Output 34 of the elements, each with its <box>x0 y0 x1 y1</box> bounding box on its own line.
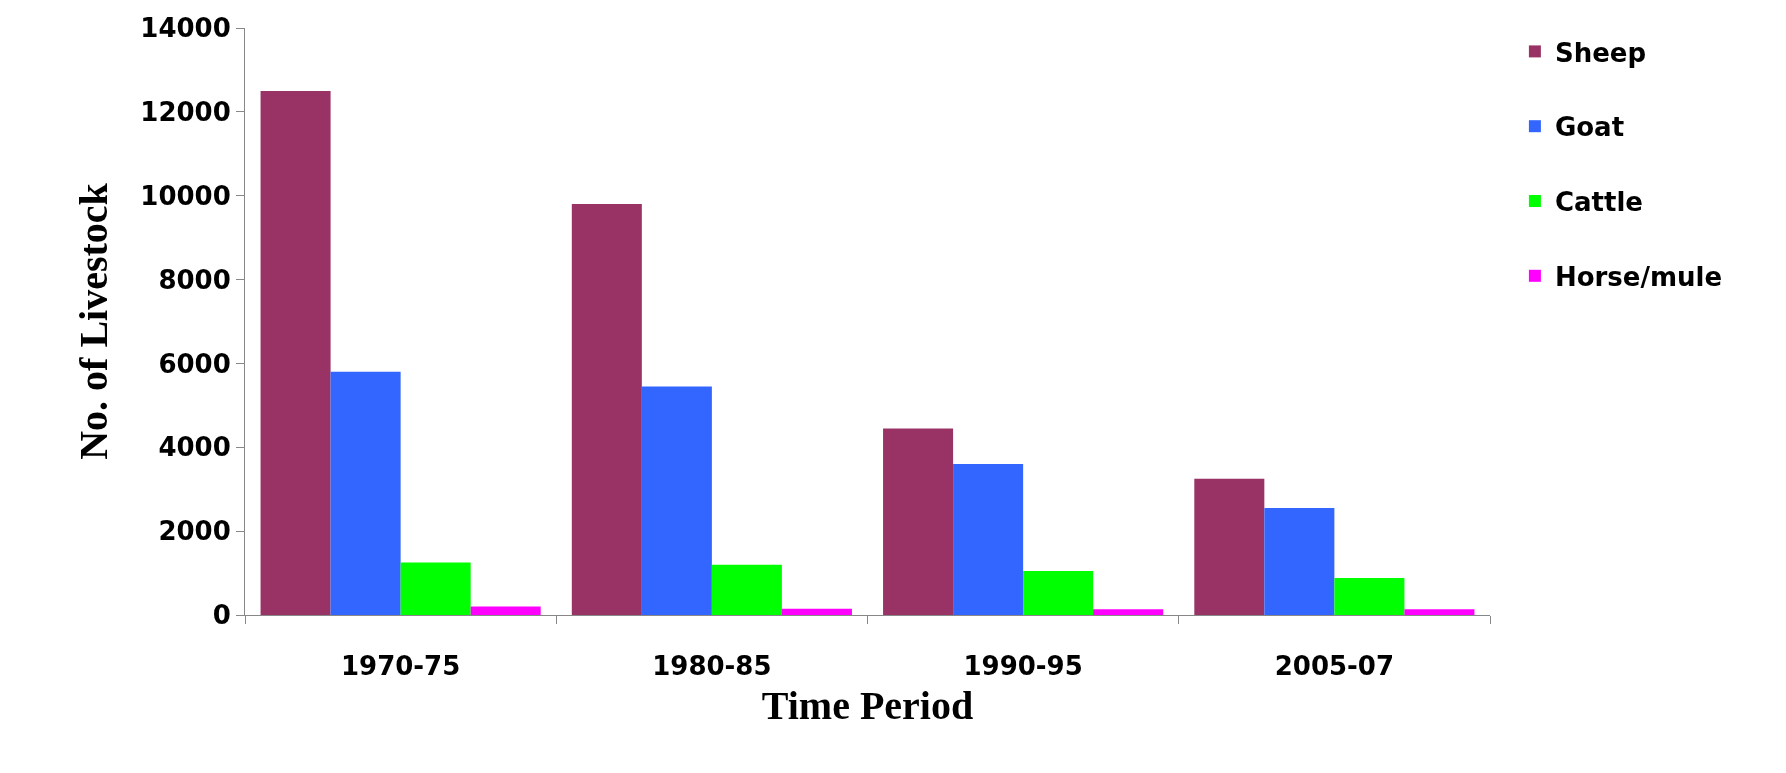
bar <box>260 90 331 615</box>
bar <box>1404 609 1475 615</box>
x-tick-label: 2005-07 <box>1274 651 1395 682</box>
bar <box>641 386 712 615</box>
bar <box>1264 508 1335 615</box>
bar <box>571 204 642 615</box>
bar <box>1093 609 1164 615</box>
x-tick-label: 1970-75 <box>340 651 461 682</box>
legend-label: Cattle <box>1554 187 1643 218</box>
x-axis-title: Time Period <box>761 682 974 728</box>
legend-label: Goat <box>1554 112 1625 143</box>
y-tick-label: 6000 <box>158 348 231 379</box>
y-tick-label: 4000 <box>158 432 231 463</box>
x-tick-label: 1990-95 <box>963 651 1083 682</box>
bar <box>781 608 852 615</box>
y-tick-label: 10000 <box>140 180 231 211</box>
bar <box>1194 478 1265 615</box>
y-tick-label: 0 <box>212 600 231 631</box>
bar <box>470 606 541 615</box>
y-tick-label: 2000 <box>158 516 231 547</box>
bar <box>400 562 471 615</box>
y-tick-label: 14000 <box>140 13 231 44</box>
y-tick-label: 8000 <box>158 264 231 295</box>
bar <box>883 428 954 615</box>
bar <box>953 464 1024 615</box>
bar <box>711 564 782 615</box>
y-tick-label: 12000 <box>140 96 231 127</box>
y-axis-title: No. of Livestock <box>70 182 116 460</box>
legend-label: Horse/mule <box>1554 261 1723 292</box>
bar <box>1334 578 1405 615</box>
bar <box>330 371 401 615</box>
x-tick-label: 1980-85 <box>652 651 772 682</box>
bar <box>1023 570 1094 615</box>
legend-label: Sheep <box>1554 37 1647 68</box>
